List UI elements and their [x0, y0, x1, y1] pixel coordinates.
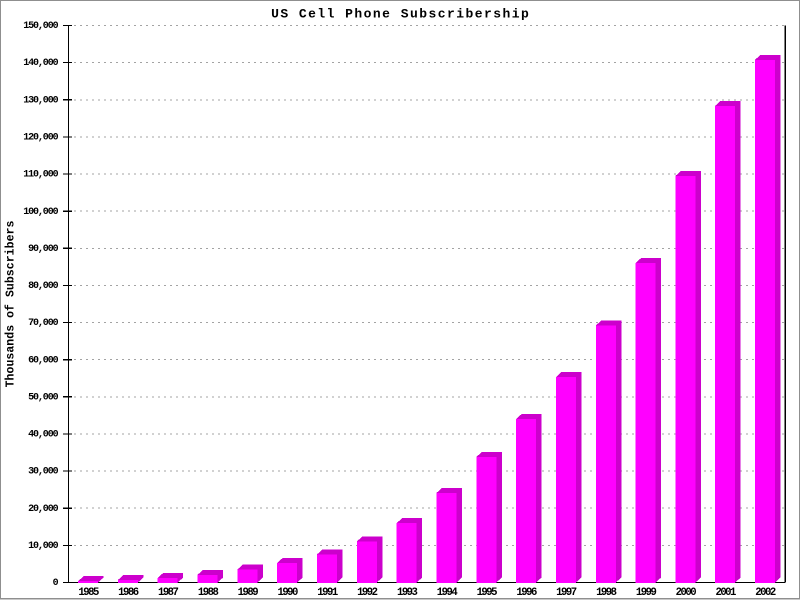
- svg-text:1993: 1993: [397, 587, 418, 599]
- svg-text:50,000: 50,000: [28, 392, 59, 403]
- svg-text:1997: 1997: [556, 587, 577, 599]
- svg-text:150,000: 150,000: [23, 21, 58, 32]
- svg-text:130,000: 130,000: [23, 95, 58, 106]
- svg-text:1999: 1999: [636, 587, 657, 599]
- svg-text:US Cell Phone Subscribership: US Cell Phone Subscribership: [271, 6, 530, 21]
- svg-text:1995: 1995: [477, 587, 498, 599]
- svg-text:1996: 1996: [516, 587, 537, 599]
- svg-text:100,000: 100,000: [23, 207, 58, 218]
- svg-text:120,000: 120,000: [23, 133, 58, 144]
- svg-text:1994: 1994: [437, 587, 459, 599]
- svg-text:70,000: 70,000: [28, 318, 59, 329]
- svg-text:1987: 1987: [158, 587, 179, 599]
- svg-text:2002: 2002: [755, 587, 776, 599]
- svg-text:1985: 1985: [78, 587, 99, 599]
- svg-text:20,000: 20,000: [28, 504, 59, 515]
- svg-text:140,000: 140,000: [23, 58, 58, 69]
- svg-text:60,000: 60,000: [28, 355, 59, 366]
- svg-text:Thousands of Subscribers: Thousands of Subscribers: [5, 221, 18, 388]
- svg-text:1990: 1990: [277, 587, 298, 599]
- svg-text:2001: 2001: [715, 587, 736, 599]
- svg-text:1988: 1988: [198, 587, 219, 599]
- svg-text:40,000: 40,000: [28, 430, 59, 441]
- svg-text:90,000: 90,000: [28, 244, 59, 255]
- svg-text:1989: 1989: [238, 587, 259, 599]
- svg-text:1991: 1991: [317, 587, 338, 599]
- svg-text:1986: 1986: [118, 587, 139, 599]
- svg-text:1998: 1998: [596, 587, 617, 599]
- svg-text:10,000: 10,000: [28, 541, 59, 552]
- svg-text:30,000: 30,000: [28, 467, 59, 478]
- svg-text:0: 0: [53, 578, 59, 589]
- svg-text:80,000: 80,000: [28, 281, 59, 292]
- svg-text:110,000: 110,000: [23, 170, 58, 181]
- svg-text:1992: 1992: [357, 587, 378, 599]
- svg-text:2000: 2000: [676, 587, 697, 599]
